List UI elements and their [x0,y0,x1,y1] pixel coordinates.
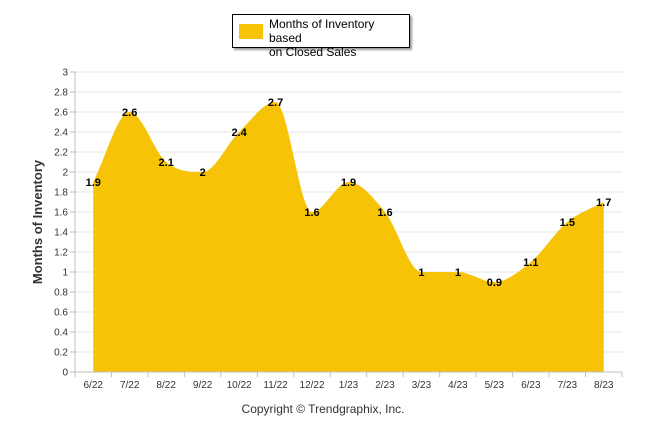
x-tick-label: 8/23 [594,380,614,391]
y-tick-label: 1.8 [54,188,68,199]
data-label: 1 [418,267,424,279]
y-tick-label: 2.4 [54,128,68,139]
x-tick-label: 4/23 [448,380,468,391]
axes: 0 0.2 0.4 0.6 0.8 1 1.2 1.4 1.6 1.8 2 2.2 2.4 2.6 2.8 3… [54,68,623,391]
y-tick-label: 1.2 [54,248,68,259]
y-tick-label: 2.6 [54,108,68,119]
data-label: 2.4 [231,127,247,139]
y-tick-label: 0.4 [54,328,68,339]
x-tick-label: 1/23 [339,380,359,391]
data-label: 1.1 [523,257,538,269]
y-tick-label: 2 [62,168,68,179]
x-tick-label: 8/22 [156,380,176,391]
data-label: 2.1 [159,157,174,169]
x-tick-label: 11/22 [263,380,288,391]
copyright-text: Copyright © Trendgraphix, Inc. [241,402,405,416]
data-label: 2.7 [268,97,283,109]
x-tick-label: 12/22 [300,380,325,391]
data-label: 2.6 [122,107,137,119]
y-tick-label: 0.2 [54,348,68,359]
x-tick-label: 5/23 [485,380,505,391]
data-label: 1.7 [596,197,611,209]
legend-label: Months of Inventory based on Closed Sale… [269,17,409,59]
data-label: 1.9 [86,177,101,189]
x-tick-label: 6/23 [521,380,541,391]
y-tick-label: 0.8 [54,288,68,299]
x-tick-label: 7/23 [558,380,578,391]
legend-swatch [239,24,263,39]
x-tick-label: 9/22 [193,380,213,391]
data-labels: 1.9 2.6 2.1 2 2.4 2.7 1.6 1.9 1.6 1 1 0.9 1.1 1.5 1.7 [86,97,612,289]
legend-label-line1: Months of Inventory based [269,17,375,45]
data-label: 1.9 [341,177,356,189]
y-tick-label: 1 [62,268,68,279]
data-label: 1.5 [560,217,575,229]
data-label: 1.6 [304,207,319,219]
legend: Months of Inventory based on Closed Sale… [232,14,410,59]
legend-label-line2: on Closed Sales [269,45,357,59]
area-fill [93,102,604,372]
y-tick-label: 0.6 [54,308,68,319]
data-label: 2 [200,167,206,179]
y-tick-label: 3 [62,68,68,79]
data-label: 0.9 [487,277,502,289]
x-tick-label: 6/22 [83,380,103,391]
y-tick-label: 0 [62,368,68,379]
y-tick-label: 1.4 [54,228,68,239]
y-tick-label: 1.6 [54,208,68,219]
x-tick-label: 10/22 [227,380,252,391]
x-tick-label: 3/23 [412,380,432,391]
x-tick-label: 2/23 [375,380,395,391]
area-series [93,102,604,372]
x-tick-label: 7/22 [120,380,140,391]
data-label: 1 [455,267,461,279]
y-axis-label: Months of Inventory [30,159,45,284]
data-label: 1.6 [377,207,392,219]
y-tick-label: 2.2 [54,148,68,159]
y-tick-label: 2.8 [54,88,68,99]
